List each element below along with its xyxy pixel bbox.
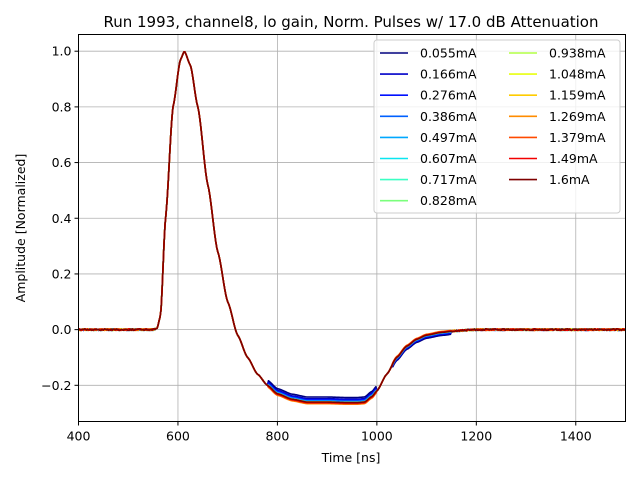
x-tick-label: 400	[67, 429, 91, 444]
legend-label: 0.497mA	[420, 130, 477, 145]
y-tick-label: 0.2	[52, 266, 72, 281]
legend-label: 1.379mA	[549, 130, 606, 145]
series-lines	[77, 51, 627, 406]
series-line-1.6mA	[77, 51, 626, 404]
x-tick-label: 1400	[560, 429, 592, 444]
y-tick-label: 0.4	[52, 211, 72, 226]
x-tick-label: 600	[166, 429, 190, 444]
legend-label: 1.6mA	[549, 172, 590, 187]
legend-label: 0.276mA	[420, 88, 477, 103]
legend-label: 1.269mA	[549, 109, 606, 124]
legend-label: 0.938mA	[549, 46, 606, 61]
legend-label: 0.166mA	[420, 67, 477, 82]
legend-label: 1.048mA	[549, 67, 606, 82]
legend-label: 1.49mA	[549, 151, 598, 166]
plot-frame	[78, 34, 626, 422]
x-tick-label: 1200	[460, 429, 492, 444]
legend-label: 0.717mA	[420, 172, 477, 187]
y-tick-label: 0.8	[52, 99, 72, 114]
chart-title: Run 1993, channel8, lo gain, Norm. Pulse…	[103, 13, 598, 31]
y-tick-label: 0.0	[52, 322, 72, 337]
axis-ticks: 400 600 800 1000 1200 1400 −0.2 0.0 0.2 0.4 0.6 0.8…	[41, 44, 592, 444]
legend: 0.055mA 0.166mA 0.276mA 0.386mA 0.497mA 0.607…	[373, 39, 621, 214]
y-tick-label: 1.0	[52, 44, 72, 59]
legend-label: 0.607mA	[420, 151, 477, 166]
x-axis-label: Time [ns]	[321, 450, 381, 465]
legend-label: 1.159mA	[549, 88, 606, 103]
x-tick-label: 800	[265, 429, 289, 444]
legend-label: 0.055mA	[420, 46, 477, 61]
x-tick-label: 1000	[361, 429, 393, 444]
legend-box	[373, 39, 621, 214]
y-tick-label: 0.6	[52, 155, 72, 170]
y-axis-label: Amplitude [Normalized]	[13, 154, 28, 303]
y-tick-label: −0.2	[41, 378, 71, 393]
legend-label: 0.386mA	[420, 109, 477, 124]
legend-label: 0.828mA	[420, 193, 477, 208]
